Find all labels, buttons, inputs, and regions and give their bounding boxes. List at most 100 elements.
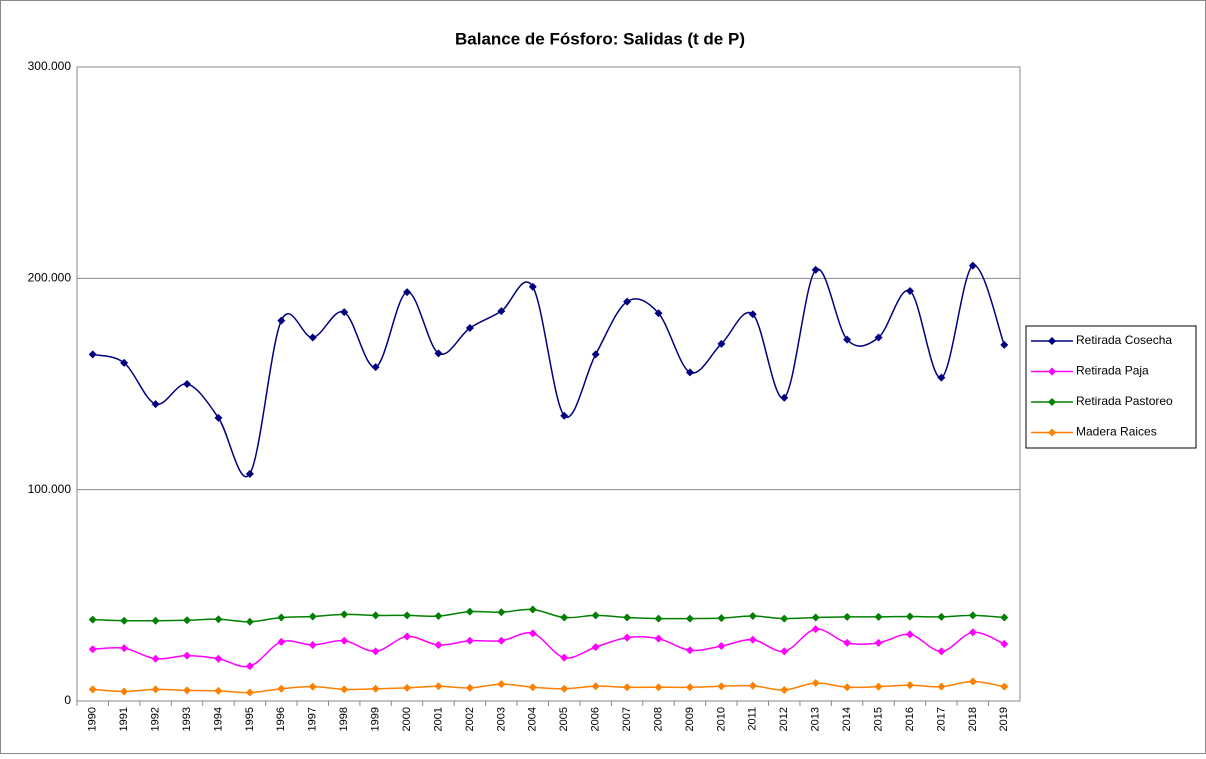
data-point [905, 681, 914, 690]
legend-marker [1048, 367, 1056, 376]
data-point [780, 614, 789, 623]
data-point [151, 400, 160, 409]
data-point [717, 614, 726, 623]
data-point [591, 611, 600, 620]
data-point [685, 683, 694, 692]
data-point [560, 613, 569, 622]
data-point [1000, 613, 1009, 622]
data-point [968, 611, 977, 620]
x-tick-label: 2018 [967, 707, 979, 731]
x-tick-label: 2005 [558, 707, 570, 731]
data-point [1000, 340, 1009, 349]
data-point [308, 640, 317, 649]
data-point [403, 683, 412, 692]
data-point [277, 613, 286, 622]
data-point [214, 686, 223, 695]
y-tick-label: 100.000 [28, 482, 72, 496]
legend-box [1025, 325, 1197, 449]
data-point [88, 685, 97, 694]
data-point [403, 632, 412, 641]
data-point [403, 288, 412, 297]
data-point [340, 636, 349, 645]
y-tick-label: 200.000 [28, 271, 72, 285]
data-point [183, 616, 192, 625]
data-point [88, 350, 97, 359]
data-point [1000, 639, 1009, 648]
data-point [340, 685, 349, 694]
data-point [748, 635, 757, 644]
data-point [905, 287, 914, 296]
data-point [717, 682, 726, 691]
data-point [843, 612, 852, 621]
data-point [968, 261, 977, 270]
data-point [245, 662, 254, 671]
data-point [905, 612, 914, 621]
data-point [874, 612, 883, 621]
x-tick-label: 2017 [935, 707, 947, 731]
legend-marker [1048, 337, 1056, 345]
data-point [591, 350, 600, 359]
data-point [120, 358, 129, 367]
data-point [120, 644, 129, 653]
data-point [371, 684, 380, 693]
data-point [685, 368, 694, 377]
x-tick-label: 2004 [527, 707, 539, 731]
data-point [811, 625, 820, 634]
data-point [748, 612, 757, 621]
x-tick-label: 2001 [432, 707, 444, 731]
data-point [214, 654, 223, 663]
data-point [654, 309, 663, 318]
x-tick-label: 2015 [872, 707, 884, 731]
data-point [528, 605, 537, 614]
x-tick-label: 2016 [904, 707, 916, 731]
data-point [434, 640, 443, 649]
x-tick-label: 1992 [149, 707, 161, 731]
data-point [937, 647, 946, 656]
x-tick-label: 2012 [778, 707, 790, 731]
data-point [465, 323, 474, 332]
data-point [214, 413, 223, 422]
data-point [465, 607, 474, 616]
data-point [937, 373, 946, 382]
data-point [245, 469, 254, 478]
data-point [905, 630, 914, 639]
data-point [843, 683, 852, 692]
x-tick-label: 1990 [87, 707, 99, 731]
legend-label: Retirada Pastoreo [1076, 394, 1173, 408]
data-point [308, 612, 317, 621]
data-point [465, 683, 474, 692]
data-point [308, 682, 317, 691]
data-point [528, 282, 537, 291]
x-tick-label: 1995 [244, 707, 256, 731]
legend-marker [1048, 398, 1056, 406]
data-point [685, 614, 694, 623]
y-tick-label: 300.000 [28, 59, 72, 73]
data-point [874, 638, 883, 647]
x-tick-label: 2008 [652, 707, 664, 731]
x-tick-label: 2009 [684, 707, 696, 731]
data-point [780, 393, 789, 402]
data-point [151, 685, 160, 694]
data-point [591, 643, 600, 652]
data-point [340, 308, 349, 317]
data-point [151, 616, 160, 625]
data-point [88, 645, 97, 654]
data-point [811, 613, 820, 622]
data-point [748, 310, 757, 319]
data-point [340, 610, 349, 619]
data-point [654, 634, 663, 643]
data-point [183, 651, 192, 660]
x-tick-label: 2007 [621, 707, 633, 731]
data-point [371, 611, 380, 620]
data-point [245, 688, 254, 697]
legend-marker [1048, 428, 1056, 437]
x-tick-label: 1997 [307, 707, 319, 731]
legend-label: Retirada Paja [1076, 364, 1149, 378]
data-point [591, 682, 600, 691]
data-point [465, 636, 474, 645]
data-point [623, 633, 632, 642]
data-point [623, 297, 632, 306]
data-point [685, 646, 694, 655]
data-point [560, 411, 569, 420]
